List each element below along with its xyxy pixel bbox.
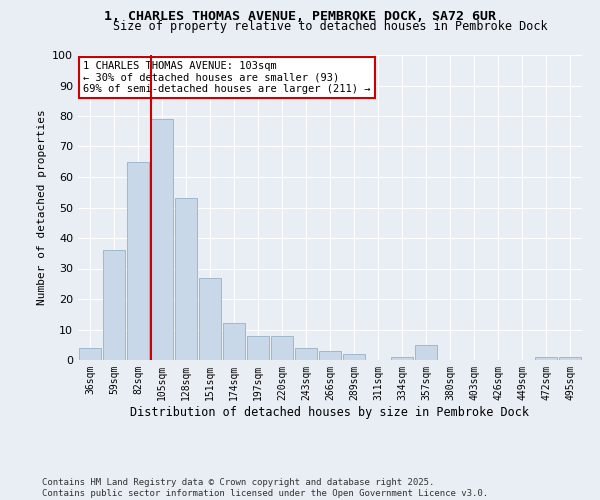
Bar (559, 357, 581, 360)
Y-axis label: Number of detached properties: Number of detached properties (37, 110, 47, 306)
X-axis label: Distribution of detached houses by size in Pembroke Dock: Distribution of detached houses by size … (131, 406, 530, 418)
Bar (415, 345, 437, 360)
Bar (175, 198, 197, 360)
Bar (319, 351, 341, 360)
Text: 1, CHARLES THOMAS AVENUE, PEMBROKE DOCK, SA72 6UR: 1, CHARLES THOMAS AVENUE, PEMBROKE DOCK,… (104, 10, 496, 23)
Bar (199, 278, 221, 360)
Bar (103, 250, 125, 360)
Bar (79, 348, 101, 360)
Text: 1 CHARLES THOMAS AVENUE: 103sqm
← 30% of detached houses are smaller (93)
69% of: 1 CHARLES THOMAS AVENUE: 103sqm ← 30% of… (83, 61, 371, 94)
Title: Size of property relative to detached houses in Pembroke Dock: Size of property relative to detached ho… (113, 20, 547, 33)
Bar (151, 119, 173, 360)
Bar (343, 354, 365, 360)
Bar (535, 357, 557, 360)
Bar (127, 162, 149, 360)
Bar (271, 336, 293, 360)
Bar (223, 324, 245, 360)
Bar (247, 336, 269, 360)
Text: Contains HM Land Registry data © Crown copyright and database right 2025.
Contai: Contains HM Land Registry data © Crown c… (42, 478, 488, 498)
Bar (295, 348, 317, 360)
Bar (391, 357, 413, 360)
